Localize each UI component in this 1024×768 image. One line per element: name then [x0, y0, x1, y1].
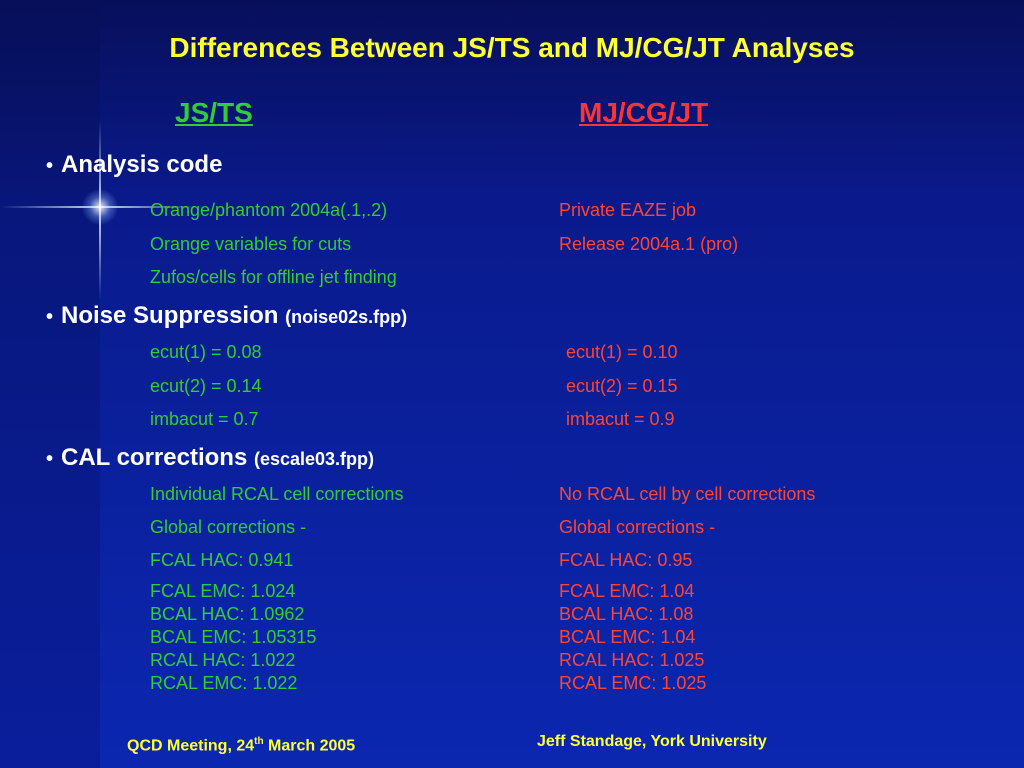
mj-cal-constants-block: FCAL EMC: 1.04 BCAL HAC: 1.08 BCAL EMC: …	[559, 580, 706, 695]
js-cal-constant: BCAL EMC: 1.05315	[150, 627, 317, 647]
bullet-heading: Noise Suppression	[61, 302, 279, 329]
bullet-heading: CAL corrections	[61, 444, 248, 471]
footer-author: Jeff Standage, York University	[537, 733, 767, 750]
footer-meeting: QCD Meeting, 24th March 2005	[127, 731, 355, 757]
slide-title: Differences Between JS/TS and MJ/CG/JT A…	[169, 32, 855, 63]
bullet-subheading: (escale03.fpp)	[253, 449, 375, 469]
js-analysis-line-2: Orange variables for cuts	[150, 234, 352, 254]
bullet-dot-icon: •	[46, 155, 54, 177]
mj-cal-line-2: Global corrections -	[559, 517, 716, 537]
column-header-js-ts: JS/TS	[175, 97, 253, 128]
column-header-mj-cg-jt: MJ/CG/JT	[579, 97, 709, 128]
mj-cal-constant: BCAL HAC: 1.08	[559, 604, 694, 624]
background-main	[100, 200, 1024, 768]
mj-noise-line-1: ecut(1) = 0.10	[566, 342, 678, 362]
js-cal-constant: RCAL EMC: 1.022	[150, 673, 298, 693]
mj-cal-constant: RCAL HAC: 1.025	[559, 650, 705, 670]
mj-analysis-line-1: Private EAZE job	[559, 200, 697, 220]
mj-cal-line-3: FCAL HAC: 0.95	[559, 550, 693, 570]
bullet-cal-corrections: • CAL corrections (escale03.fpp)	[46, 443, 374, 474]
footer-meeting-sup: th	[254, 736, 264, 747]
js-cal-line-2: Global corrections -	[150, 517, 307, 537]
bullet-subheading: (noise02s.fpp)	[285, 307, 408, 327]
js-analysis-line-1: Orange/phantom 2004a(.1,.2)	[150, 200, 388, 220]
bullet-dot-icon: •	[46, 448, 54, 470]
js-analysis-line-3: Zufos/cells for offline jet finding	[150, 267, 397, 287]
bullet-analysis-code: • Analysis code	[46, 150, 222, 181]
bullet-noise-suppression: • Noise Suppression (noise02s.fpp)	[46, 301, 407, 332]
js-cal-constants-block: FCAL EMC: 1.024 BCAL HAC: 1.0962 BCAL EM…	[150, 580, 316, 695]
js-cal-line-3: FCAL HAC: 0.941	[150, 550, 294, 570]
mj-noise-line-2: ecut(2) = 0.15	[566, 376, 678, 396]
js-cal-constant: FCAL EMC: 1.024	[150, 581, 296, 601]
js-cal-constant: RCAL HAC: 1.022	[150, 650, 296, 670]
js-noise-line-1: ecut(1) = 0.08	[150, 342, 262, 362]
js-noise-line-2: ecut(2) = 0.14	[150, 376, 262, 396]
js-cal-line-1: Individual RCAL cell corrections	[150, 484, 404, 504]
footer-meeting-date: March 2005	[263, 737, 356, 755]
bullet-heading: Analysis code	[61, 151, 223, 178]
js-cal-constant: BCAL HAC: 1.0962	[150, 604, 305, 624]
mj-cal-line-1: No RCAL cell by cell corrections	[559, 484, 816, 504]
mj-cal-constant: BCAL EMC: 1.04	[559, 627, 696, 647]
mj-noise-line-3: imbacut = 0.9	[566, 409, 675, 429]
mj-cal-constant: RCAL EMC: 1.025	[559, 673, 707, 693]
mj-cal-constant: FCAL EMC: 1.04	[559, 581, 695, 601]
background-top-shade	[0, 0, 1024, 200]
footer-meeting-text: QCD Meeting, 24	[127, 737, 255, 755]
bullet-dot-icon: •	[46, 306, 54, 328]
light-flare-glow	[82, 189, 118, 225]
mj-analysis-line-2: Release 2004a.1 (pro)	[559, 234, 739, 254]
js-noise-line-3: imbacut = 0.7	[150, 409, 259, 429]
